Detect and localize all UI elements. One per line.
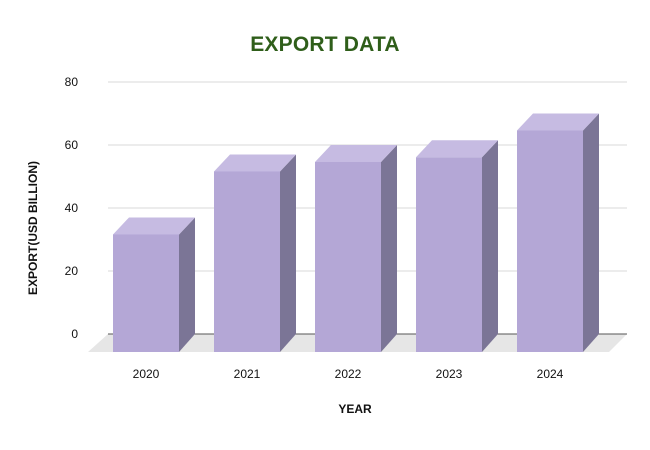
y-tick-label: 60 — [65, 138, 79, 152]
bar-side — [482, 140, 498, 352]
bar — [416, 157, 482, 352]
bar-top — [113, 217, 195, 235]
x-tick-label: 2024 — [537, 367, 564, 381]
bar — [517, 130, 583, 352]
bar-top — [315, 145, 397, 162]
x-tick-label: 2021 — [234, 367, 261, 381]
bar-side — [583, 113, 599, 352]
bar-top — [214, 154, 296, 172]
bar-top — [517, 113, 599, 131]
bar-side — [280, 154, 296, 352]
bar — [113, 234, 179, 352]
x-tick-label: 2020 — [133, 367, 160, 381]
bar — [214, 171, 280, 352]
bar-side — [179, 217, 195, 352]
bar-top — [416, 140, 498, 158]
y-tick-label: 80 — [65, 75, 79, 89]
y-tick-label: 20 — [65, 264, 79, 278]
x-tick-label: 2022 — [335, 367, 362, 381]
y-tick-label: 0 — [71, 327, 78, 341]
bar-side — [381, 145, 397, 352]
y-tick-label: 40 — [65, 201, 79, 215]
bar — [315, 162, 381, 352]
x-tick-label: 2023 — [436, 367, 463, 381]
chart-title: EXPORT DATA — [250, 33, 400, 56]
x-axis-title: YEAR — [338, 402, 372, 416]
